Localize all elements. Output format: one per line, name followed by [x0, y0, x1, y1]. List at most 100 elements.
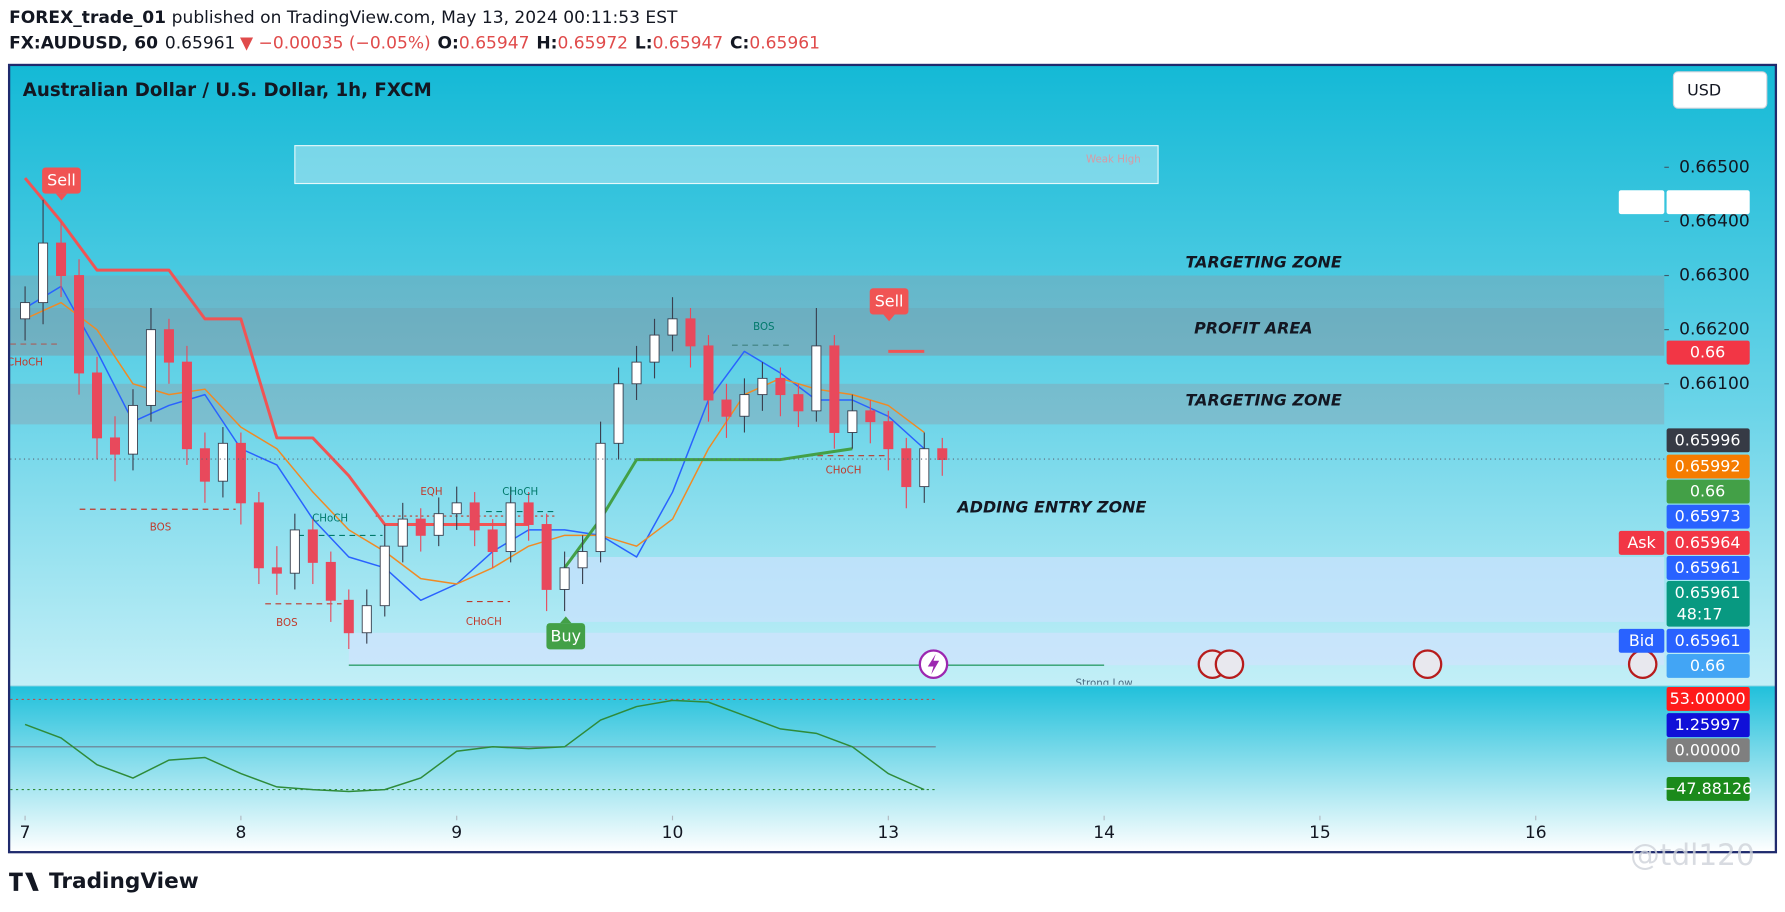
zone: [348, 632, 1665, 666]
candle-body: [109, 437, 121, 455]
oscillator-tag: [1666, 713, 1750, 738]
price-tag: [1666, 581, 1750, 627]
indicator-line: [24, 301, 925, 585]
y-tick-label: 0.66200: [1679, 320, 1750, 340]
candle-body: [56, 242, 67, 276]
candle-body: [163, 329, 174, 363]
zone-label: ADDING ENTRY ZONE: [955, 498, 1146, 517]
candle-body: [92, 372, 103, 439]
indicator-line: [24, 285, 925, 602]
candle-body: [721, 399, 732, 417]
price-tag: [1666, 190, 1750, 215]
candle-body: [775, 377, 786, 396]
x-tick-label: 10: [662, 823, 684, 843]
signal-pointer: [560, 616, 572, 624]
watermark: @tdl120: [1630, 838, 1755, 872]
candle-body: [703, 345, 714, 401]
candle-body: [20, 302, 31, 320]
structure-label: CHoCH: [502, 486, 538, 498]
structure-label: BOS: [753, 321, 774, 333]
y-tick-label: 0.66500: [1679, 157, 1750, 177]
y-tick-label: 0.66100: [1679, 374, 1750, 394]
candle-body: [415, 518, 426, 536]
price-tag-label: 0.66: [1690, 656, 1725, 675]
price-tag: [1666, 628, 1750, 653]
x-tick-label: 14: [1093, 823, 1115, 843]
candle-body: [181, 361, 192, 450]
candle-body: [811, 345, 822, 412]
indicator-line: [563, 447, 853, 569]
candle-body: [757, 377, 768, 396]
event-icon[interactable]: [1412, 649, 1443, 680]
candle-body: [397, 518, 408, 547]
price-tag-label: 0.65961: [1675, 583, 1741, 602]
y-tick-label: 0.66300: [1679, 266, 1750, 286]
event-icon[interactable]: [1214, 649, 1245, 680]
price-tag-label: 0.66: [1690, 343, 1725, 362]
candle-body: [469, 502, 480, 531]
signal-pointer: [55, 193, 68, 201]
structure-label: CHoCH: [466, 616, 502, 628]
candle-body: [523, 502, 534, 525]
event-glyph: [927, 653, 940, 675]
last-price: 0.65961: [165, 33, 236, 53]
candle-body: [541, 524, 552, 590]
event-icon[interactable]: [1627, 649, 1658, 680]
change: ▼ −0.00035 (−0.05%): [240, 33, 431, 53]
price-tag-label: 0.66437: [1675, 192, 1741, 211]
oscillator-tag-label: 0.00000: [1675, 740, 1741, 759]
author: FOREX_trade_01: [9, 8, 166, 28]
candle-body: [685, 318, 696, 347]
ohlc-label: H:: [536, 33, 557, 53]
strong-low-label: Strong Low: [1076, 677, 1133, 689]
structure-label: CHoCH: [826, 465, 862, 477]
ohlc-label: O:: [438, 33, 459, 53]
candle-body: [919, 448, 930, 488]
price-tag-label: 0.65992: [1675, 457, 1741, 476]
event-icons: [918, 649, 1658, 680]
structure-label: BOS: [150, 521, 171, 533]
chart-frame: [7, 63, 1778, 854]
price-tag: [1666, 504, 1750, 529]
y-tick-label: 0.66400: [1679, 211, 1750, 231]
zone-label: PROFIT AREA: [1194, 319, 1313, 338]
currency-button[interactable]: [1672, 71, 1768, 109]
oscillator-tag-label: −47.88126: [1663, 779, 1752, 798]
price-tag-name-box: [1618, 628, 1665, 653]
price-plot: Weak High TARGETING ZONE PROFIT AREA TARGET…: [7, 145, 1665, 689]
price-tag-name: Ask: [1627, 533, 1656, 552]
ohlc-value: 0.65961: [749, 33, 820, 53]
published: published on TradingView.com, May 13, 20…: [172, 8, 678, 28]
candle-body: [74, 275, 85, 374]
symbol: FX:AUDUSD, 60: [9, 33, 158, 53]
x-tick-label: 13: [877, 823, 899, 843]
candle-body: [901, 448, 912, 488]
ohlc-label: C:: [730, 33, 749, 53]
structure-label: CHoCH: [7, 356, 43, 368]
candle-body: [739, 394, 750, 417]
x-tick-label: 9: [451, 823, 462, 843]
oscillator-tag-label: 1.25997: [1675, 715, 1741, 734]
price-tag-name: High: [1623, 192, 1660, 211]
price-tag-label: 0.65964: [1675, 533, 1741, 552]
header-line-2: FX:AUDUSD, 60 0.65961 ▼ −0.00035 (−0.05%) O…: [9, 33, 820, 53]
price-tag-label: 0.65996: [1675, 430, 1741, 449]
candle-body: [613, 383, 624, 444]
candle-body: [667, 318, 678, 336]
price-tag-label: 0.65961: [1675, 631, 1741, 650]
candle-body: [271, 567, 282, 574]
candle-body: [325, 561, 336, 601]
ohlc-value: 0.65972: [557, 33, 628, 53]
oscillator-tag: [1666, 686, 1750, 711]
x-tick-label: 15: [1309, 823, 1331, 843]
candle-body: [127, 404, 138, 455]
price-tag: [1666, 454, 1750, 479]
candle-body: [505, 502, 516, 553]
candle-body: [865, 410, 876, 423]
price-tag-name: Bid: [1629, 631, 1654, 650]
signal-label: Sell: [47, 171, 76, 190]
price-axis: 0.66500 0.66400 0.66300 0.66200 0.66100 0.664…: [1618, 157, 1752, 801]
signal-badge: [869, 288, 909, 315]
signal: Sell: [869, 288, 909, 322]
